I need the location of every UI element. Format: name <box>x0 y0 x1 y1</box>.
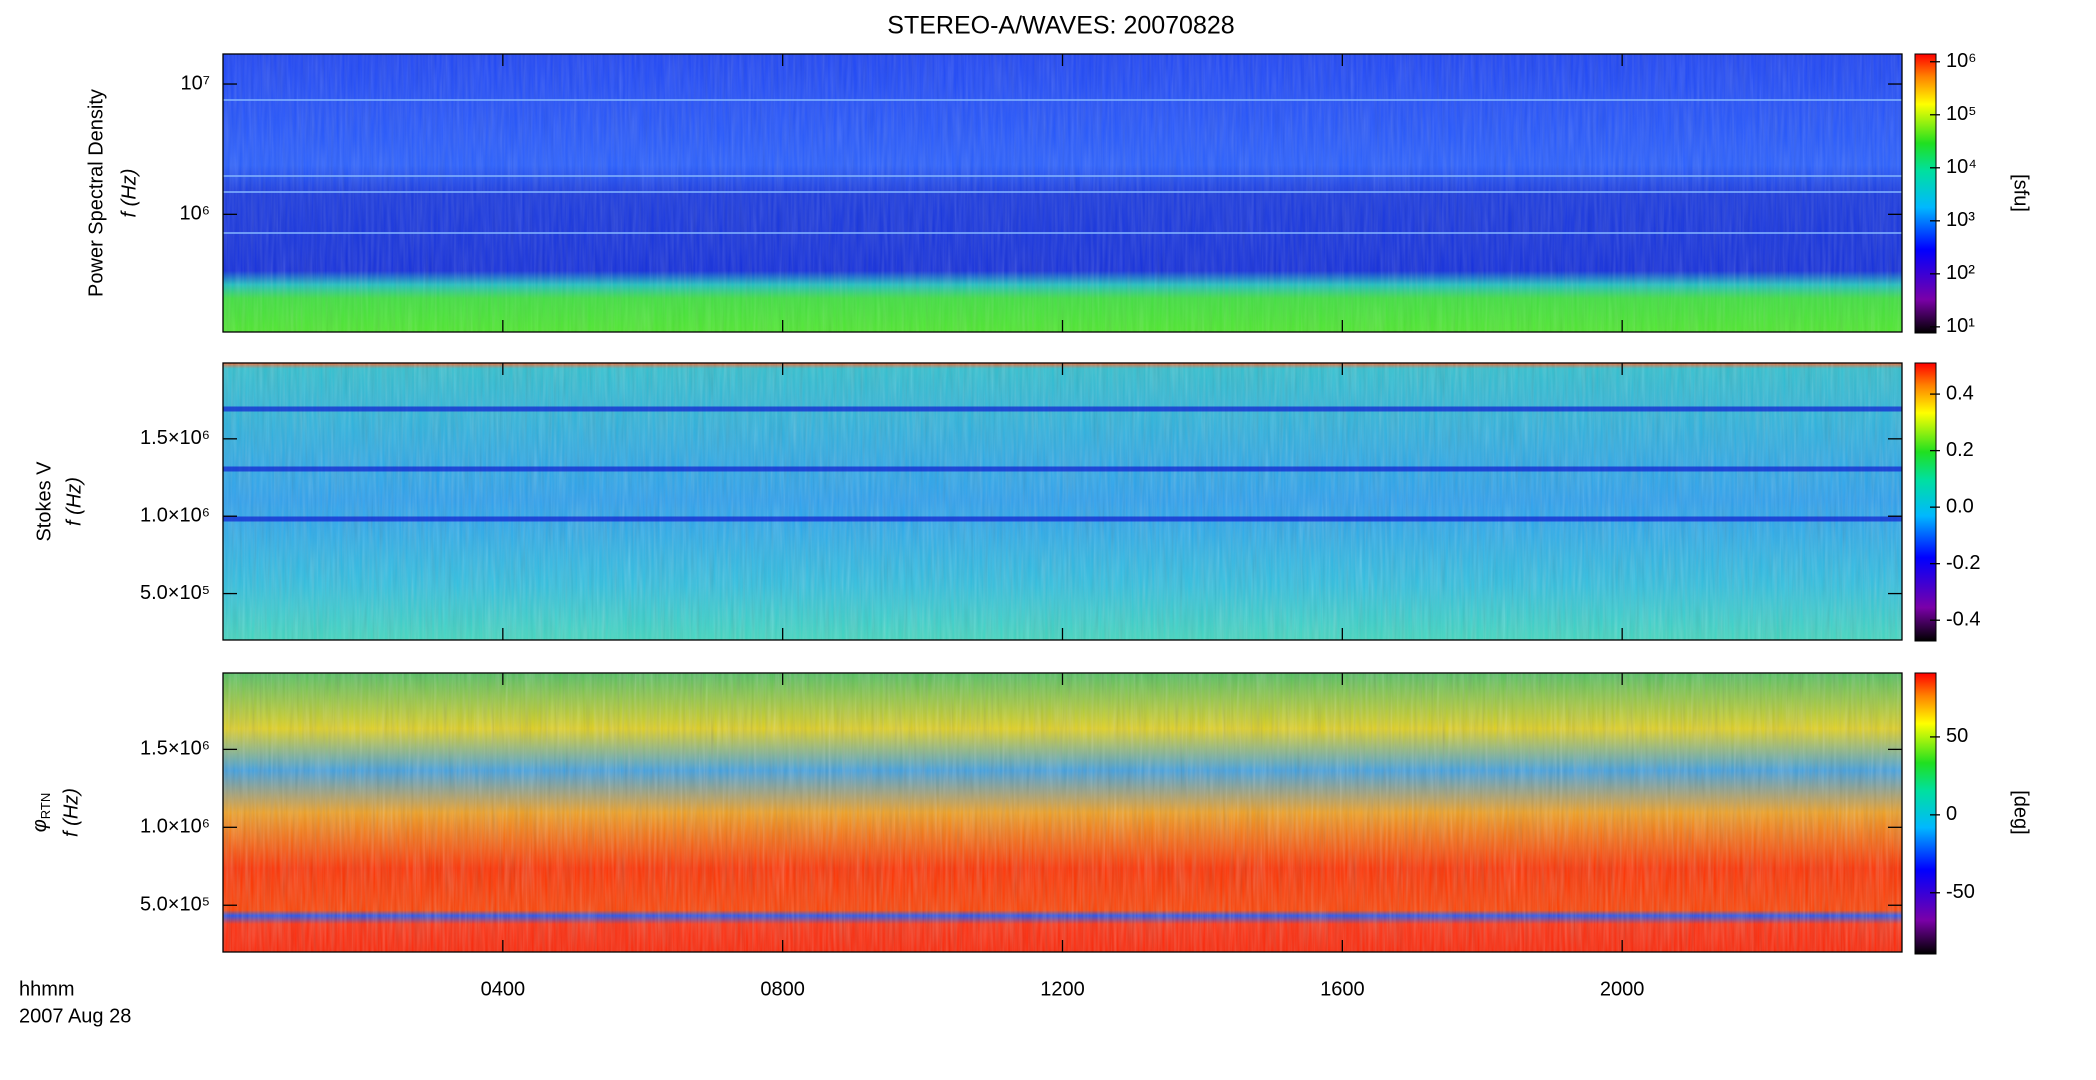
y-tick-label: 10⁷ <box>181 72 210 94</box>
y-tick-label: 5.0×10⁵ <box>140 582 210 604</box>
chart-title: STEREO-A/WAVES: 20070828 <box>887 12 1234 40</box>
y-axis-label: Stokes V <box>33 461 55 542</box>
y-tick-label: 1.5×10⁶ <box>140 738 210 760</box>
y-tick-label: 1.5×10⁶ <box>140 427 210 449</box>
colorbar-label: [deg] <box>2010 790 2032 834</box>
y-tick-label: 10⁶ <box>180 203 210 225</box>
y-axis-unit: f (Hz) <box>63 477 85 526</box>
colorbar-tick-label: 10⁵ <box>1946 103 1977 125</box>
colorbar-tick-label: 10⁴ <box>1946 156 1977 178</box>
colorbar-tick-label: 10² <box>1946 262 1975 284</box>
y-tick-label: 1.0×10⁶ <box>140 816 210 838</box>
colorbar-tick-label: 0.0 <box>1946 495 1974 517</box>
y-axis-unit: f (Hz) <box>60 788 82 837</box>
colorbar-tick-label: 10³ <box>1946 209 1975 231</box>
colorbar-tick-label: 10¹ <box>1946 315 1975 337</box>
colorbar-tick-label: -50 <box>1946 881 1975 903</box>
colorbar-tick-label: 10⁶ <box>1946 50 1976 72</box>
x-tick-label: 2000 <box>1600 978 1645 1000</box>
x-tick-label: 0400 <box>481 978 526 1000</box>
colorbars <box>1914 53 1937 955</box>
colorbar-tick-label: 0 <box>1946 803 1957 825</box>
colorbar-tick-label: 0.4 <box>1946 382 1974 404</box>
y-axis-symbol: φ <box>29 819 51 832</box>
spectrogram-images <box>223 54 1902 952</box>
colorbar-tick-label: -0.4 <box>1946 608 1980 630</box>
colorbar-label: [sfu] <box>2010 174 2032 212</box>
colorbar-tick-label: 0.2 <box>1946 439 1974 461</box>
x-tick-label: 1600 <box>1320 978 1365 1000</box>
x-axis-label: hhmm <box>19 978 75 1000</box>
y-tick-label: 5.0×10⁵ <box>140 894 210 916</box>
y-axis-label: φRTN <box>29 793 53 833</box>
x-tick-label: 1200 <box>1040 978 1085 1000</box>
colorbar-tick-label: 50 <box>1946 725 1968 747</box>
date-label: 2007 Aug 28 <box>19 1005 131 1027</box>
x-tick-label: 0800 <box>760 978 805 1000</box>
colorbar-tick-label: -0.2 <box>1946 552 1980 574</box>
y-axis-unit: f (Hz) <box>118 169 140 218</box>
y-axis-subscript: RTN <box>38 793 53 819</box>
y-tick-label: 1.0×10⁶ <box>140 504 210 526</box>
y-axis-label: Power Spectral Density <box>85 89 107 297</box>
